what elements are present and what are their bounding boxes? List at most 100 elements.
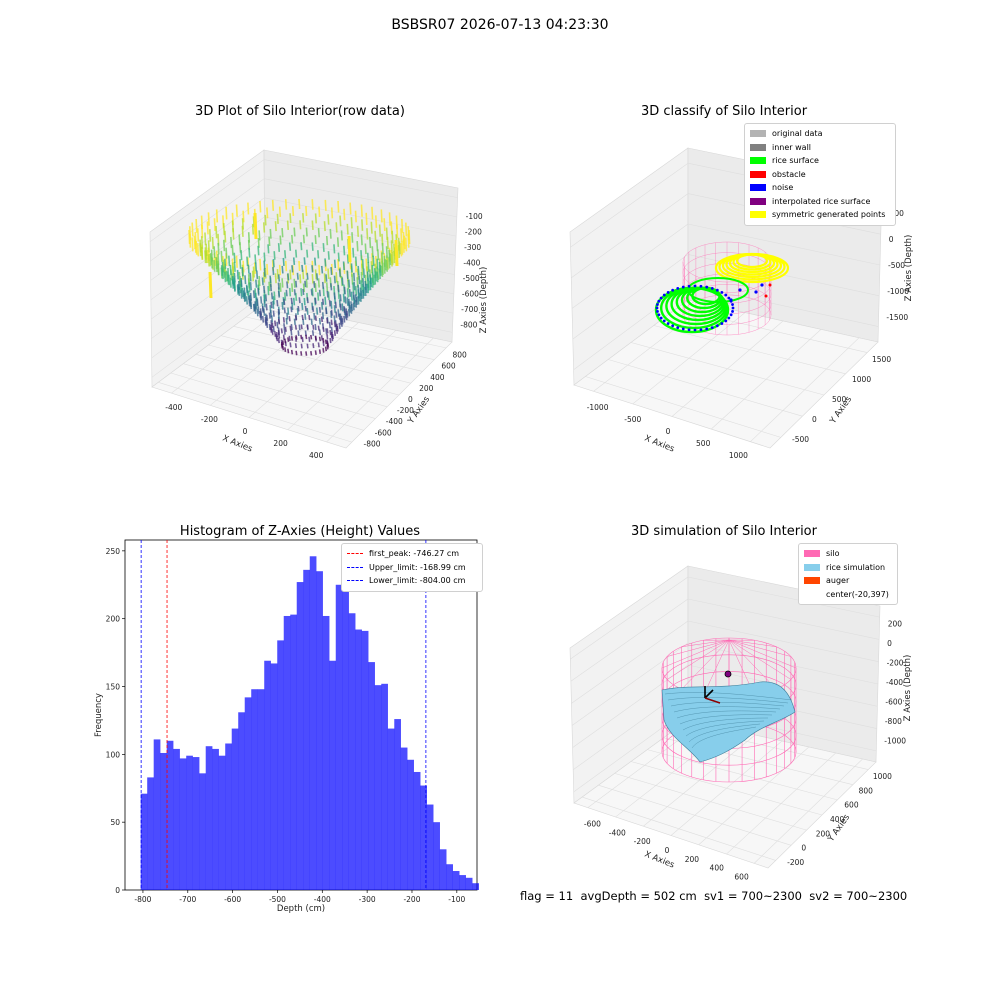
classify-z-tick-label: -1000: [887, 287, 909, 296]
raw-point-streak: [280, 328, 283, 334]
raw-point-streak: [343, 245, 346, 256]
raw-point-streak: [318, 336, 322, 342]
raw-point-streak: [300, 242, 303, 251]
raw-point-streak: [346, 270, 349, 279]
raw-point-streak: [225, 270, 228, 282]
raw-point-streak: [381, 252, 384, 264]
raw-point-streak: [325, 235, 329, 246]
raw-point-streak: [208, 253, 212, 267]
raw-point-streak: [310, 318, 313, 325]
raw-point-streak: [376, 271, 379, 283]
raw-point-streak: [347, 279, 350, 290]
raw-point-streak: [294, 292, 298, 301]
raw-point-streak: [333, 275, 336, 284]
raw-point-streak: [354, 210, 357, 223]
raw-point-streak: [352, 247, 355, 258]
raw-point-streak: [222, 223, 226, 236]
raw-point-streak: [217, 264, 220, 276]
raw-point-streak: [294, 315, 298, 321]
legend-label: center(-20,397): [826, 589, 889, 599]
raw-point-streak: [352, 272, 356, 282]
raw-point-streak: [290, 306, 293, 313]
raw-point-streak: [337, 252, 340, 262]
legend-label: interpolated rice surface: [772, 196, 871, 206]
noise-point: [731, 303, 734, 306]
raw-point-streak: [217, 254, 220, 266]
noise-point: [681, 285, 685, 289]
noise-point: [760, 283, 764, 287]
obstacle-point: [768, 283, 772, 287]
classify-z-tick-label: -1500: [886, 313, 908, 322]
raw-point-streak: [342, 261, 345, 271]
raw-point-streak: [259, 200, 262, 213]
raw-point-streak: [259, 308, 262, 316]
raw-point-streak: [301, 302, 304, 311]
raw-point-streak: [350, 291, 353, 301]
raw-point-streak: [300, 351, 303, 356]
grid-line: [195, 354, 388, 408]
histogram-bar: [283, 615, 291, 890]
raw-point-streak: [320, 301, 324, 310]
raw-point-streak: [371, 277, 374, 288]
raw-point-streak: [272, 266, 275, 275]
raw-point-streak: [361, 263, 364, 276]
raw-point-streak: [302, 234, 306, 244]
classify-z-tick-label: 500: [890, 209, 905, 218]
raw-point-streak: [225, 247, 228, 259]
raw-point-streak: [344, 296, 347, 304]
raw-point-streak: [348, 289, 352, 297]
noise-point: [699, 328, 703, 332]
raw-point-streak: [262, 222, 266, 233]
grid-line: [220, 335, 411, 384]
legend-label: Lower_limit: -804.00 cm: [369, 576, 466, 586]
raw-point-streak: [325, 282, 329, 292]
raw-point-streak: [343, 208, 346, 221]
raw-point-streak: [300, 343, 303, 349]
silo-roof-line: [661, 639, 730, 669]
raw-point-streak: [281, 265, 284, 274]
raw-point-streak: [270, 324, 273, 331]
raw-point-streak: [310, 350, 313, 356]
raw-point-streak: [298, 198, 301, 210]
noise-point: [666, 322, 670, 325]
raw-point-streak: [207, 212, 210, 226]
raw-point-streak: [352, 302, 355, 311]
raw-point-streak: [356, 225, 360, 237]
raw-point-streak: [347, 308, 351, 317]
raw-point-streak: [283, 307, 286, 314]
raw-point-streak: [265, 303, 268, 311]
silo-roof-line: [728, 639, 777, 648]
raw-point-streak: [326, 290, 329, 298]
raw-point-streak: [374, 215, 378, 228]
raw-point-streak: [334, 301, 337, 309]
legend-label: obstacle: [772, 169, 806, 179]
raw-point-streak: [288, 335, 291, 342]
grid-line: [570, 576, 689, 660]
raw-point-streak: [276, 269, 279, 280]
raw-point-streak: [371, 246, 374, 258]
raw-point-streak: [220, 265, 224, 276]
grid-line: [582, 796, 776, 861]
grid-line: [258, 307, 447, 349]
raw-point-streak: [323, 273, 326, 284]
raw-point-streak: [311, 242, 314, 251]
histogram-bar: [400, 747, 408, 890]
noise-point: [676, 326, 680, 330]
raw-point-streak: [327, 268, 330, 280]
classified-point-cloud: [654, 241, 790, 336]
raw-point-streak: [306, 297, 309, 304]
simulation-panel-title: 3D simulation of Silo Interior: [631, 524, 817, 539]
grid-line: [264, 178, 457, 218]
raw-y-tick-label: -800: [364, 439, 381, 448]
raw-point-streak: [362, 268, 366, 278]
raw-point-streak: [314, 315, 317, 321]
classify-y-tick-label: 1000: [852, 375, 871, 384]
raw-point-streak: [284, 326, 287, 332]
raw-point-streak: [273, 291, 276, 301]
raw-point-streak: [317, 227, 320, 238]
raw-point-streak: [263, 285, 266, 294]
raw-point-streak: [313, 281, 316, 288]
raw-point-streak: [288, 242, 292, 251]
raw-point-streak: [360, 271, 363, 283]
histogram-y-tick-label: 200: [106, 615, 121, 624]
